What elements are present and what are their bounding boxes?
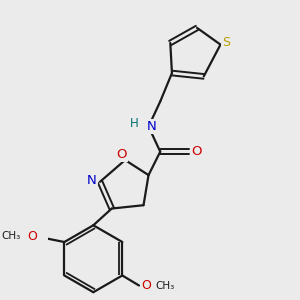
Text: S: S [223,36,230,50]
Text: N: N [146,120,156,133]
Text: N: N [87,174,97,187]
Text: O: O [142,279,151,292]
Text: O: O [27,230,37,243]
Text: O: O [116,148,127,160]
Text: CH₃: CH₃ [155,280,174,290]
Text: H: H [130,117,139,130]
Text: CH₃: CH₃ [2,231,21,241]
Text: O: O [191,145,201,158]
